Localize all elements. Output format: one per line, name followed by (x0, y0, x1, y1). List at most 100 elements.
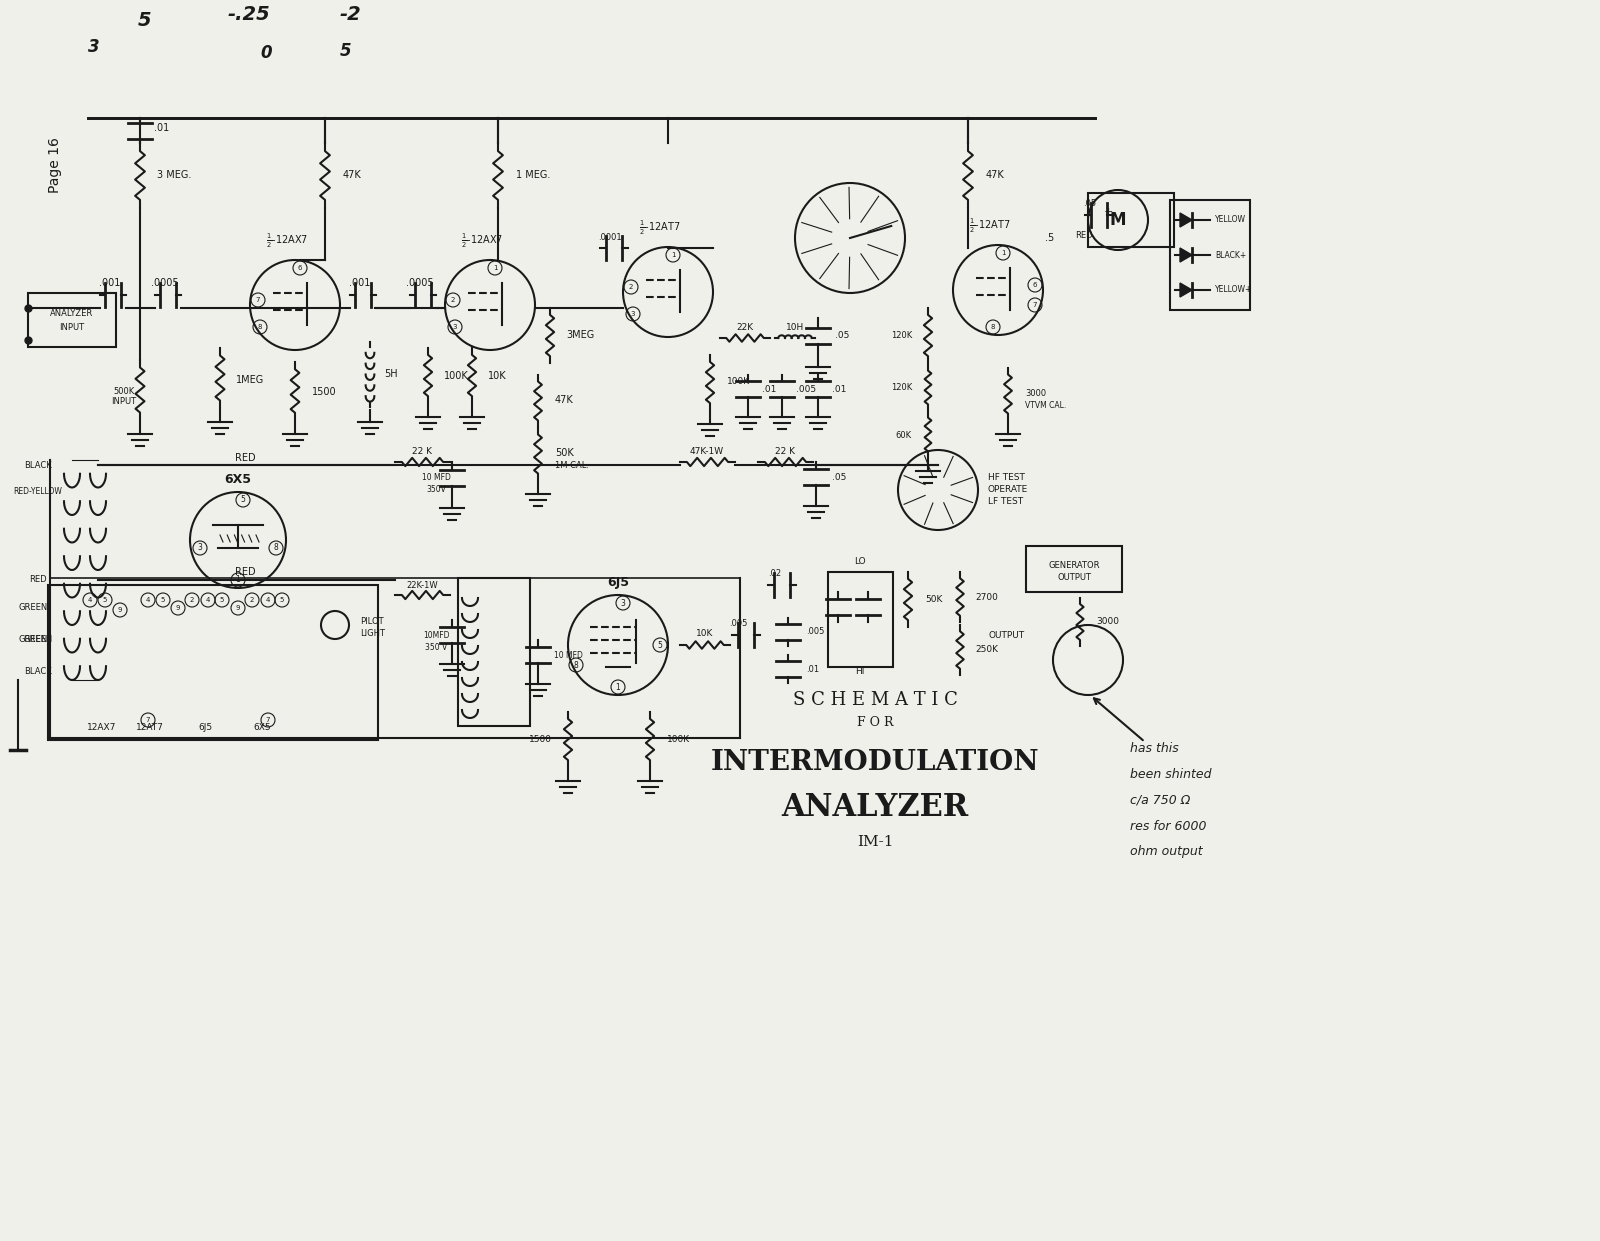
Text: LF TEST: LF TEST (989, 498, 1022, 506)
Text: GREEN: GREEN (19, 603, 48, 613)
Text: .001: .001 (349, 278, 371, 288)
Text: 12AT7: 12AT7 (136, 724, 163, 732)
Text: .01: .01 (154, 123, 170, 133)
Text: RED: RED (29, 576, 46, 585)
Text: 120K: 120K (891, 383, 912, 392)
Text: 6J5: 6J5 (606, 576, 629, 589)
Text: .0005: .0005 (406, 278, 434, 288)
Text: PILOT: PILOT (360, 618, 384, 627)
Text: 1M CAL.: 1M CAL. (555, 460, 589, 469)
Text: M: M (1110, 211, 1126, 230)
Text: YELLOW+: YELLOW+ (1214, 285, 1253, 294)
Text: 1: 1 (670, 252, 675, 258)
Text: 2700: 2700 (974, 592, 998, 602)
Text: BLACK: BLACK (24, 460, 51, 469)
Text: 3: 3 (621, 598, 626, 608)
Text: GREEN: GREEN (24, 635, 53, 644)
Text: 6: 6 (1032, 282, 1037, 288)
Text: 100K: 100K (667, 736, 690, 745)
Text: S C H E M A T I C: S C H E M A T I C (792, 691, 957, 709)
Bar (829, 572, 893, 666)
Text: LO: LO (854, 557, 866, 566)
Text: .0001: .0001 (598, 232, 622, 242)
Text: $\frac{1}{2}$-12AT7: $\frac{1}{2}$-12AT7 (970, 217, 1011, 235)
Text: res for 6000: res for 6000 (1130, 819, 1206, 833)
Text: ohm output: ohm output (1130, 845, 1203, 859)
Text: 9: 9 (118, 607, 122, 613)
Text: 100K: 100K (445, 371, 469, 381)
Text: .01: .01 (762, 386, 776, 395)
Text: .01: .01 (806, 664, 819, 674)
Text: 1500: 1500 (312, 387, 336, 397)
Text: OUTPUT: OUTPUT (989, 630, 1026, 639)
Text: 5: 5 (102, 597, 107, 603)
Text: 7: 7 (146, 717, 150, 724)
Text: 60K: 60K (896, 431, 912, 439)
Text: 4: 4 (266, 597, 270, 603)
Text: 5: 5 (138, 11, 152, 30)
Text: YELLOW: YELLOW (1214, 216, 1246, 225)
Text: 5H: 5H (384, 369, 398, 379)
Bar (458, 578, 530, 726)
Text: 500K: 500K (114, 387, 134, 397)
Text: 5: 5 (280, 597, 285, 603)
Text: LIGHT: LIGHT (360, 629, 386, 639)
Text: GENERATOR: GENERATOR (1048, 561, 1099, 571)
Text: .05: .05 (832, 473, 846, 482)
Text: 10K: 10K (488, 371, 507, 381)
Text: 3: 3 (197, 544, 203, 552)
Text: $\frac{1}{2}$-12AX7: $\frac{1}{2}$-12AX7 (266, 232, 309, 249)
Text: 47K: 47K (986, 170, 1005, 180)
Bar (1088, 194, 1174, 247)
Text: .05: .05 (1083, 200, 1096, 208)
Text: 6J5: 6J5 (198, 724, 213, 732)
Text: 3: 3 (630, 311, 635, 316)
Text: RED: RED (235, 453, 256, 463)
Text: 9: 9 (235, 606, 240, 611)
Bar (29, 293, 115, 347)
Text: 2: 2 (250, 597, 254, 603)
Text: 3 MEG.: 3 MEG. (157, 170, 192, 180)
Text: 4: 4 (146, 597, 150, 603)
Text: .005: .005 (730, 619, 747, 628)
Polygon shape (1181, 283, 1192, 297)
Text: ANALYZER: ANALYZER (781, 793, 968, 824)
Text: 6X5: 6X5 (224, 473, 251, 486)
Text: RED: RED (1075, 231, 1093, 240)
Text: 2: 2 (451, 297, 454, 303)
Text: +: + (1104, 207, 1112, 217)
Text: 250K: 250K (974, 645, 998, 654)
Text: RED-YELLOW: RED-YELLOW (13, 488, 62, 496)
Text: 0: 0 (259, 43, 272, 62)
Text: 50K: 50K (555, 448, 574, 458)
Text: IM-1: IM-1 (856, 835, 893, 849)
Text: HF TEST: HF TEST (989, 474, 1026, 483)
Text: 7: 7 (1032, 302, 1037, 308)
Polygon shape (1181, 248, 1192, 262)
Text: GREEN: GREEN (19, 635, 48, 644)
Text: 10K: 10K (696, 629, 714, 639)
Text: 8: 8 (990, 324, 995, 330)
Text: 5: 5 (240, 495, 245, 505)
Text: 350 V: 350 V (426, 643, 446, 652)
Text: 3: 3 (88, 38, 99, 56)
Text: 1500: 1500 (530, 736, 552, 745)
Text: BLACK+: BLACK+ (1214, 251, 1246, 259)
Text: BLACK: BLACK (24, 668, 51, 676)
Text: -2: -2 (339, 5, 362, 24)
Text: 2: 2 (629, 284, 634, 290)
Text: F O R: F O R (856, 716, 893, 728)
Text: 22K: 22K (736, 323, 754, 331)
Text: $\frac{1}{2}$-12AX7: $\frac{1}{2}$-12AX7 (461, 232, 502, 249)
Text: 10 MFD: 10 MFD (554, 650, 582, 659)
Text: .5: .5 (1045, 233, 1054, 243)
Text: 22 K: 22 K (774, 448, 795, 457)
Text: 5: 5 (658, 640, 662, 649)
Text: 10MFD: 10MFD (422, 630, 450, 639)
Text: HI: HI (856, 668, 864, 676)
Text: .001: .001 (99, 278, 120, 288)
Text: 12AX7: 12AX7 (88, 724, 117, 732)
Text: .0005: .0005 (150, 278, 179, 288)
Text: 8: 8 (274, 544, 278, 552)
Text: 8: 8 (574, 660, 578, 669)
